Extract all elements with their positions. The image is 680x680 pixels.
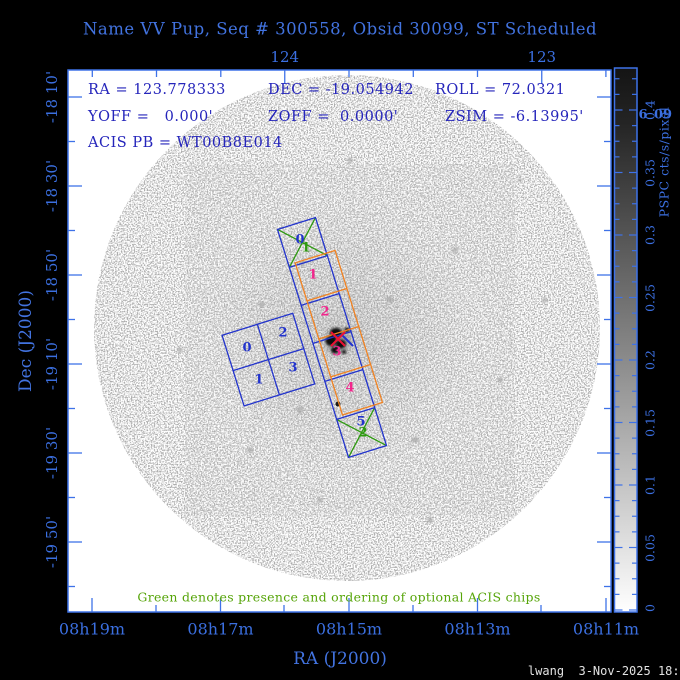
cbar-tick-2: 0.3	[642, 225, 658, 245]
x-tick-0: 08h19m	[58, 619, 126, 639]
colorbar	[613, 67, 638, 613]
header-yoff: YOFF = 0.000'	[88, 109, 214, 125]
y-tick-0: -18 10'	[43, 70, 61, 124]
header-roll: ROLL = 72.0321	[435, 82, 566, 98]
aimpoint-tick-icon	[341, 334, 354, 347]
acis-s-chip3-label: 3	[332, 344, 342, 360]
acis-fov-overlay	[221, 216, 388, 459]
header-ra: RA = 123.778333	[88, 82, 226, 98]
y-axis-label: Dec (J2000)	[16, 290, 36, 392]
header-zsim: ZSIM = -6.13995'	[445, 109, 584, 125]
colorbar-ticks	[614, 78, 637, 611]
y-tick-1: -18 30'	[43, 159, 61, 213]
cbar-tick-7: 0.05	[642, 533, 658, 562]
x-tick-1: 08h17m	[187, 619, 254, 639]
header-acis-pb: ACIS PB = WT00B8E014	[88, 135, 283, 151]
acis-i-chip3-label: 3	[288, 360, 298, 376]
acis-s-chip5-order: 2	[358, 425, 368, 441]
acis-s-chip4-label: 4	[345, 380, 355, 396]
y-tick-3: -19 10'	[43, 337, 61, 391]
plot-frame	[67, 69, 612, 613]
acis-s-chip0-label: 0	[295, 232, 305, 248]
x-tick-4: 08h11m	[572, 619, 640, 639]
acis-i-array	[221, 312, 316, 407]
acis-s-chip0-order: 1	[301, 240, 311, 256]
y-tick-4: -19 30'	[43, 426, 61, 480]
acis-i-chip0-label: 0	[242, 340, 252, 356]
cbar-tick-3: 0.25	[642, 283, 658, 312]
cbar-tick-8: 0	[642, 604, 658, 612]
cbar-overflow-left: 6	[638, 107, 648, 123]
target-x-marker-icon	[330, 331, 346, 347]
cbar-tick-6: 0.1	[642, 475, 658, 495]
acis-s-chip1-label: 1	[308, 267, 318, 283]
cbar-tick-5: 0.15	[642, 408, 658, 437]
x-tick-2: 08h15m	[315, 619, 383, 639]
optional-chips-caption: Green denotes presence and ordering of o…	[137, 589, 541, 605]
acis-s-array	[276, 216, 388, 459]
acis-s-chip5-label: 5	[356, 414, 366, 430]
axis-ticks	[68, 70, 611, 612]
y-tick-5: -19 50'	[43, 515, 61, 569]
acis-s-chip2-label: 2	[320, 304, 330, 320]
header-dec: DEC = -19.054942	[268, 82, 414, 98]
pspc-image	[94, 75, 600, 581]
header-zoff: ZOFF = 0.0000'	[268, 109, 399, 125]
x-tick-3: 08h13m	[444, 619, 511, 639]
cbar-tick-1: 0.35	[642, 158, 658, 187]
cbar-tick-4: 0.2	[642, 350, 658, 370]
plot-title: Name VV Pup, Seq # 300558, Obsid 30099, …	[82, 19, 598, 39]
cbar-overflow-right: 09	[653, 107, 673, 123]
acis-subarray	[294, 249, 384, 416]
acis-i-chip2-label: 2	[278, 325, 288, 341]
colorbar-title: PSPC cts/s/pixel	[656, 106, 672, 218]
x-axis-label: RA (J2000)	[293, 649, 387, 669]
optional-chip-cross-icon	[277, 217, 387, 458]
acis-i-chip1-label: 1	[254, 372, 264, 388]
user-timestamp: lwang 3-Nov-2025 18:50	[527, 664, 680, 678]
top-axis-tick-124: 124	[270, 48, 300, 66]
top-axis-tick-123: 123	[527, 48, 557, 66]
y-tick-2: -18 50'	[43, 248, 61, 302]
